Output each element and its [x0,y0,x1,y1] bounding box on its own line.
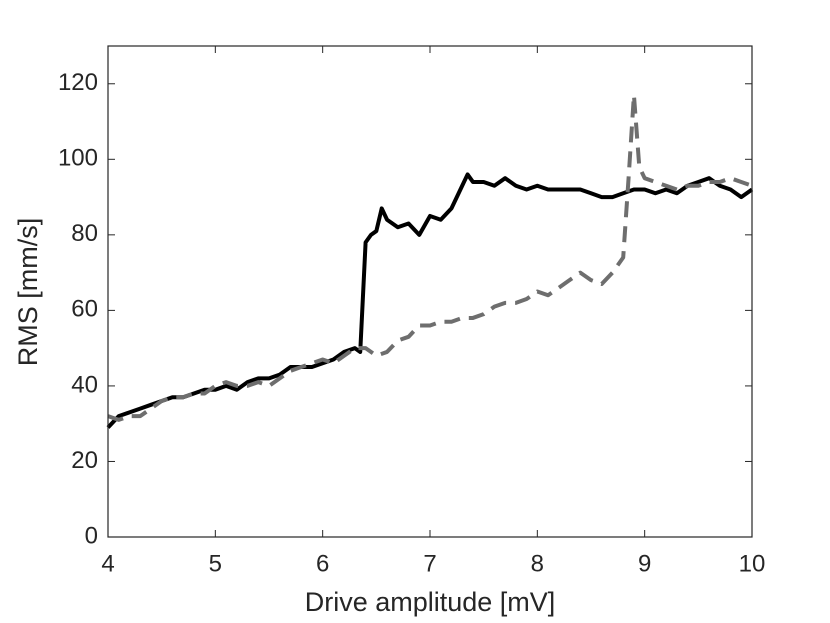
data-line [107,93,753,422]
x-tick-label: 8 [531,550,544,577]
x-tick-label: 9 [638,550,651,577]
x-tick-label: 10 [739,550,766,577]
x-tick-label: 4 [101,550,114,577]
x-axis-label: Drive amplitude [mV] [305,587,556,617]
y-tick-label: 0 [85,522,98,549]
x-tick-label: 6 [316,550,329,577]
y-tick-label: 60 [71,296,98,323]
y-tick-label: 20 [71,447,98,474]
y-tick-label: 80 [71,220,98,247]
y-tick-label: 100 [58,145,98,172]
y-axis-label: RMS [mm/s] [13,218,43,367]
x-tick-label: 7 [423,550,436,577]
y-tick-label: 40 [71,371,98,398]
y-tick-label: 120 [58,69,98,96]
x-tick-label: 5 [209,550,222,577]
plot-frame [107,45,753,538]
data-line [106,172,754,429]
